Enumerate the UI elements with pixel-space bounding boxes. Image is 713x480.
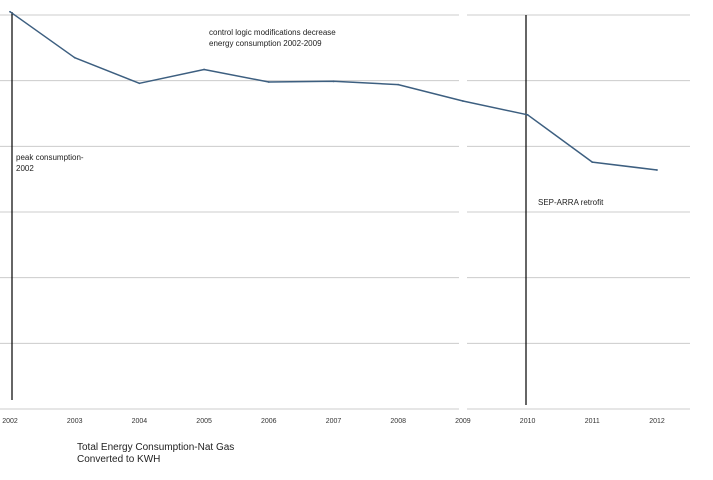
grid-gap-2009: [459, 0, 467, 410]
data-point-2005: [203, 68, 206, 71]
event-markers: [11, 0, 527, 410]
series-layer: [9, 10, 658, 171]
data-point-2008: [397, 83, 400, 86]
x-tick-2005: 2005: [196, 418, 212, 425]
data-point-2012: [656, 169, 658, 171]
caption-line-1: Total Energy Consumption-Nat Gas: [77, 442, 235, 453]
data-point-2002: [9, 10, 11, 13]
data-point-2010: [526, 113, 529, 116]
x-tick-labels: 2002 2003 2004 2005 2006 2007 2008 2009 2010 2011…: [2, 418, 665, 425]
x-tick-2002: 2002: [2, 418, 18, 425]
annotation-retrofit-line-1: SEP-ARRA retrofit: [538, 198, 604, 207]
x-tick-2004: 2004: [132, 418, 148, 425]
data-point-2009: [462, 100, 464, 102]
data-point-2003: [73, 56, 76, 59]
data-point-2004: [138, 82, 141, 85]
x-tick-2008: 2008: [390, 418, 406, 425]
data-point-2006: [267, 81, 270, 83]
x-tick-2012: 2012: [649, 418, 665, 425]
x-tick-2009: 2009: [455, 418, 471, 425]
annotation-peak-line-1: peak consumption-: [16, 153, 84, 162]
x-tick-2006: 2006: [261, 418, 277, 425]
data-point-2011: [591, 161, 594, 163]
x-tick-2011: 2011: [585, 418, 600, 425]
x-tick-2003: 2003: [67, 418, 83, 425]
annotation-control-line-2: energy consumption 2002-2009: [209, 39, 322, 48]
annotation-peak-line-2: 2002: [16, 164, 34, 173]
annotations: control logic modifications decrease ener…: [16, 28, 604, 207]
x-tick-2007: 2007: [326, 418, 342, 425]
chart-caption: Total Energy Consumption-Nat Gas Convert…: [77, 442, 234, 466]
gridlines: [0, 14, 690, 410]
annotation-control-line-1: control logic modifications decrease: [209, 28, 336, 37]
x-tick-2010: 2010: [520, 418, 536, 425]
data-point-2007: [332, 80, 335, 83]
caption-line-2: Converted to KWH: [77, 454, 161, 465]
